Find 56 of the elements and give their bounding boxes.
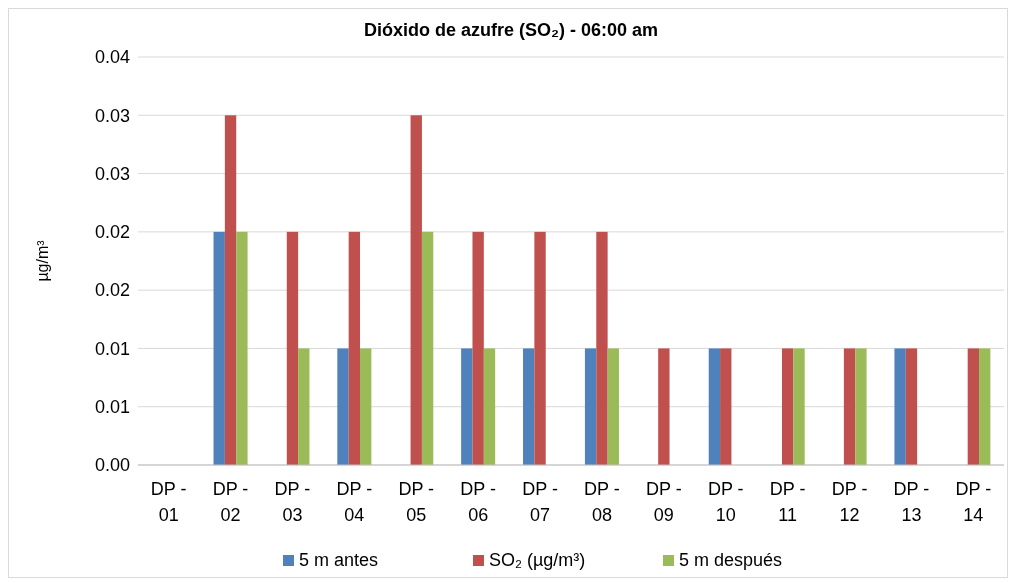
x-tick-label: DP - 01 [150, 479, 187, 525]
y-tick-label: 0.02 [94, 222, 130, 243]
x-tick-label: DP - 14 [955, 479, 992, 525]
y-tick-label: 0.01 [94, 338, 130, 359]
bar [461, 348, 473, 465]
y-tick-label: 0.02 [94, 280, 130, 301]
bar [421, 231, 434, 465]
bar [720, 348, 732, 465]
y-tick-label: 0.01 [94, 397, 130, 418]
y-tick-label: 0.00 [94, 455, 130, 476]
x-tick-label: DP - 05 [398, 479, 435, 525]
bar [843, 348, 856, 465]
legend-label: 5 m después [679, 550, 783, 570]
bar [584, 348, 597, 465]
bar [360, 348, 372, 465]
bar [894, 348, 906, 465]
x-tick-label: DP - 06 [460, 479, 496, 525]
x-tick-label: DP - 04 [336, 479, 373, 525]
x-tick-label: DP - 11 [769, 479, 806, 525]
x-tick-label: DP - 12 [831, 479, 868, 525]
bar [472, 231, 484, 465]
bar [855, 348, 867, 465]
bar [905, 348, 918, 465]
x-tick-label: DP - 08 [584, 479, 620, 525]
y-tick-label: 0.03 [94, 105, 130, 126]
bar [658, 348, 670, 465]
x-tick-label: DP - 10 [707, 479, 744, 525]
x-tick-label: DP - 09 [646, 479, 682, 525]
bar [607, 348, 619, 465]
y-tick-label: 0.03 [94, 163, 130, 184]
x-tick-label: DP - 02 [212, 479, 249, 525]
bar [793, 348, 805, 465]
x-tick-label: DP - 03 [274, 479, 311, 525]
bar [348, 231, 361, 465]
bar [286, 231, 299, 465]
bar [708, 348, 721, 465]
x-tick-label: DP - 07 [522, 479, 558, 525]
bar [523, 348, 535, 465]
legend-label: 5 m antes [299, 550, 379, 570]
bar [534, 231, 546, 465]
bar [410, 115, 422, 465]
bar [967, 348, 980, 465]
y-tick-label: 0.04 [94, 47, 130, 68]
chart-title: Dióxido de azufre (SO₂) - 06:00 am [363, 20, 659, 40]
x-tick-label: DP - 13 [893, 479, 930, 525]
bar [213, 231, 225, 465]
bar [236, 231, 248, 465]
bar [979, 348, 991, 465]
bar [224, 115, 237, 465]
y-axis-title: µg/m³ [34, 239, 51, 282]
legend-label: SO₂ (µg/m³) [489, 550, 586, 570]
bar [781, 348, 794, 465]
bar [483, 348, 496, 465]
bar [337, 348, 349, 465]
bar [298, 348, 310, 465]
bar [596, 231, 608, 465]
